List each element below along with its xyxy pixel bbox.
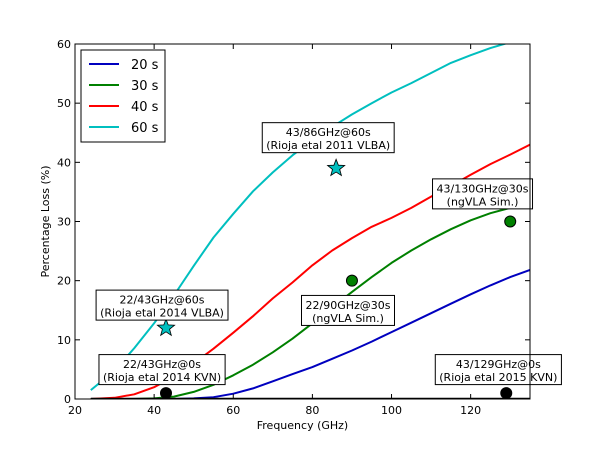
x-axis-title: Frequency (GHz) — [257, 419, 348, 432]
legend-label: 60 s — [131, 121, 159, 136]
annotation-text: (Rioja etal 2015 KVN) — [439, 371, 557, 384]
x-tick-label: 120 — [460, 404, 481, 417]
annotation-frame — [95, 289, 229, 321]
marker-layer — [90, 158, 530, 399]
data-point-star — [156, 317, 176, 337]
y-axis-title: Percentage Loss (%) — [39, 165, 52, 277]
data-point-circle — [504, 215, 517, 228]
y-tick-label: 30 — [57, 216, 71, 229]
annotation-text: 43/86GHz@60s — [286, 126, 371, 139]
annotation-text: (Rioja etal 2014 VLBA) — [100, 307, 224, 320]
data-point-circle — [345, 274, 358, 287]
annotation-frame — [301, 294, 395, 326]
x-tick-label: 60 — [226, 404, 240, 417]
annotation-text: 43/130GHz@30s — [437, 182, 529, 195]
y-tick-label: 40 — [57, 156, 71, 169]
annotation-box: 43/86GHz@60s(Rioja etal 2011 VLBA) — [261, 122, 395, 154]
legend-label: 30 s — [131, 79, 159, 94]
annotation-text: (ngVLA Sim.) — [447, 195, 519, 208]
y-tick-label: 50 — [57, 97, 71, 110]
legend-label: 40 s — [131, 100, 159, 115]
annotation-text: 22/43GHz@60s — [120, 294, 205, 307]
annotation-box: 22/43GHz@60s(Rioja etal 2014 VLBA) — [95, 289, 229, 321]
annotation-layer: 43/86GHz@60s(Rioja etal 2011 VLBA) 43/130… — [95, 122, 562, 386]
legend: 20 s 30 s 40 s 60 s — [80, 49, 166, 143]
axes-layer: 20 40 60 80 100 120 0 10 20 30 40 50 60 Frequency (GH… — [39, 38, 531, 432]
annotation-text: 43/129GHz@0s — [456, 358, 541, 371]
annotation-text: 22/43GHz@0s — [123, 358, 201, 371]
annotation-text: 22/90GHz@30s — [306, 299, 391, 312]
annotation-box: 43/130GHz@30s(ngVLA Sim.) — [432, 178, 534, 210]
y-tick-label: 0 — [64, 393, 71, 406]
x-tick-label: 100 — [381, 404, 402, 417]
annotation-box: 22/43GHz@0s(Rioja etal 2014 KVN) — [98, 354, 226, 386]
data-point-circle — [160, 387, 172, 399]
annotation-box: 43/129GHz@0s(Rioja etal 2015 KVN) — [434, 354, 562, 386]
annotation-box: 22/90GHz@30s(ngVLA Sim.) — [301, 294, 395, 326]
annotation-text: (Rioja etal 2011 VLBA) — [266, 139, 390, 152]
annotation-frame — [261, 122, 395, 154]
data-point-star — [326, 158, 346, 177]
data-point-circle — [500, 387, 513, 399]
annotation-frame — [98, 354, 226, 386]
x-tick-label: 20 — [68, 404, 82, 417]
annotation-text: (ngVLA Sim.) — [312, 312, 384, 325]
annotation-frame — [432, 178, 534, 210]
y-tick-label: 20 — [57, 275, 71, 288]
y-tick-label: 10 — [57, 334, 71, 347]
legend-frame — [80, 49, 166, 143]
legend-label: 20 s — [131, 58, 159, 73]
y-tick-label: 60 — [57, 38, 71, 51]
annotation-frame — [434, 354, 562, 386]
x-tick-label: 40 — [147, 404, 161, 417]
x-tick-label: 80 — [305, 404, 319, 417]
annotation-text: (Rioja etal 2014 KVN) — [103, 371, 221, 384]
